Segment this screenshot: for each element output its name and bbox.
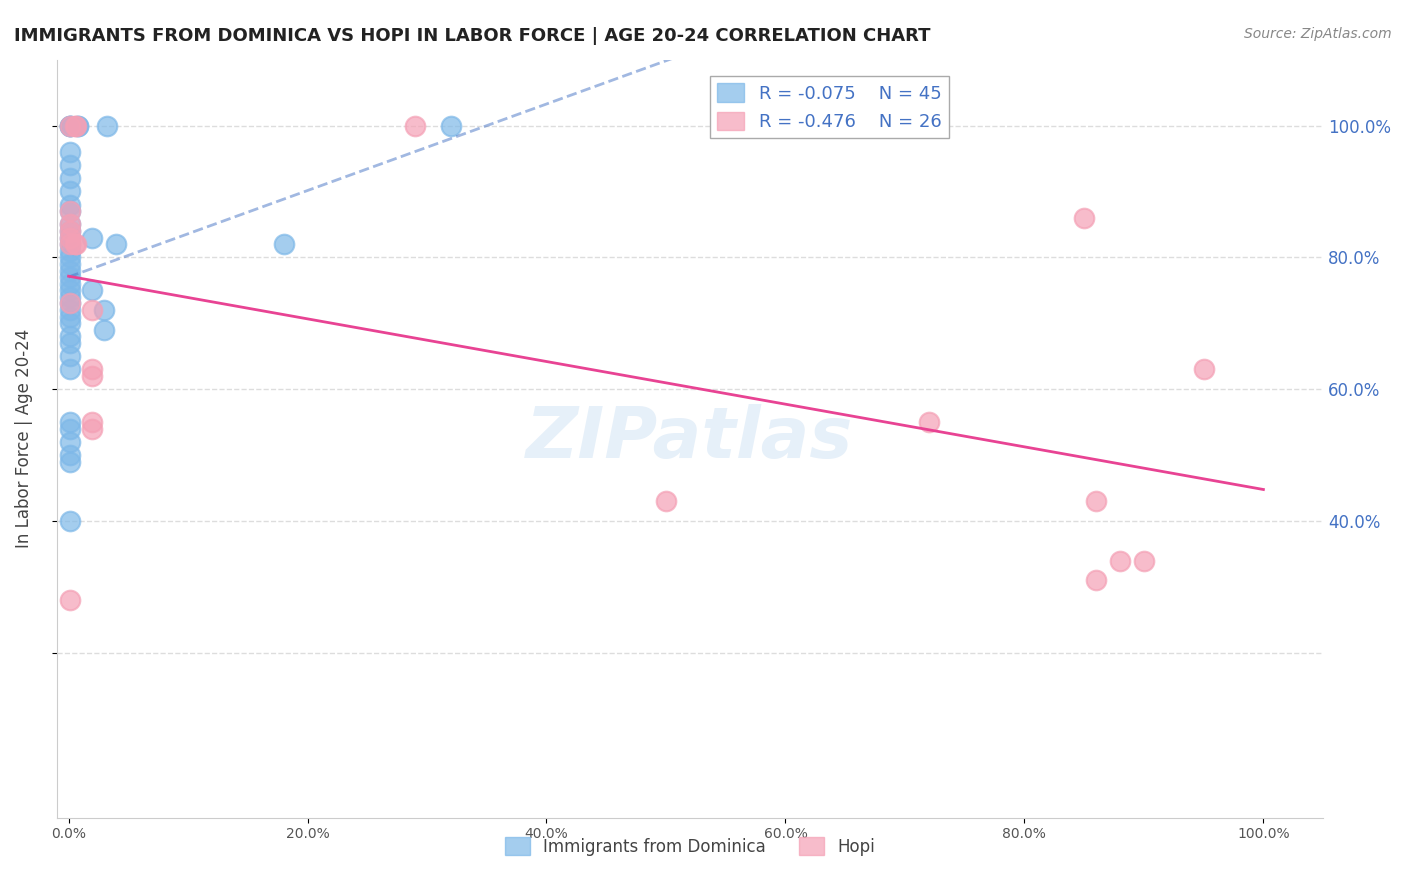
Point bbox=[59, 270, 82, 285]
Point bbox=[59, 119, 82, 133]
Point bbox=[59, 448, 82, 462]
Text: IMMIGRANTS FROM DOMINICA VS HOPI IN LABOR FORCE | AGE 20-24 CORRELATION CHART: IMMIGRANTS FROM DOMINICA VS HOPI IN LABO… bbox=[14, 27, 931, 45]
Point bbox=[59, 119, 82, 133]
Point bbox=[82, 369, 104, 384]
Point bbox=[82, 415, 104, 429]
Point bbox=[96, 119, 118, 133]
Point bbox=[59, 296, 82, 310]
Legend: R = -0.075    N = 45, R = -0.476    N = 26: R = -0.075 N = 45, R = -0.476 N = 26 bbox=[710, 76, 949, 138]
Point bbox=[440, 119, 463, 133]
Point bbox=[59, 316, 82, 330]
Text: ZIPatlas: ZIPatlas bbox=[526, 404, 853, 473]
Point bbox=[59, 204, 82, 219]
Point bbox=[59, 455, 82, 469]
Point bbox=[59, 514, 82, 528]
Point bbox=[63, 119, 86, 133]
Y-axis label: In Labor Force | Age 20-24: In Labor Force | Age 20-24 bbox=[15, 329, 32, 549]
Point bbox=[1085, 574, 1108, 588]
Point bbox=[59, 218, 82, 232]
Point bbox=[59, 283, 82, 297]
Point bbox=[59, 434, 82, 449]
Point bbox=[105, 237, 128, 252]
Point bbox=[82, 283, 104, 297]
Point bbox=[59, 119, 82, 133]
Point bbox=[273, 237, 295, 252]
Point bbox=[404, 119, 426, 133]
Point bbox=[65, 119, 87, 133]
Point bbox=[59, 310, 82, 324]
Point bbox=[67, 119, 90, 133]
Point bbox=[59, 349, 82, 363]
Point bbox=[67, 119, 90, 133]
Point bbox=[1133, 553, 1156, 567]
Point bbox=[59, 185, 82, 199]
Point bbox=[655, 494, 678, 508]
Point bbox=[59, 290, 82, 304]
Point bbox=[1085, 494, 1108, 508]
Point bbox=[59, 257, 82, 271]
Point bbox=[63, 237, 86, 252]
Point bbox=[59, 277, 82, 291]
Point bbox=[59, 230, 82, 244]
Point bbox=[59, 244, 82, 258]
Point bbox=[59, 250, 82, 264]
Point bbox=[59, 296, 82, 310]
Point bbox=[59, 224, 82, 238]
Point bbox=[65, 237, 87, 252]
Point bbox=[59, 329, 82, 343]
Point bbox=[59, 237, 82, 252]
Point bbox=[59, 263, 82, 277]
Point bbox=[82, 362, 104, 376]
Point bbox=[59, 362, 82, 376]
Point bbox=[59, 593, 82, 607]
Point bbox=[59, 197, 82, 211]
Point bbox=[59, 224, 82, 238]
Point bbox=[59, 230, 82, 244]
Point bbox=[59, 218, 82, 232]
Point bbox=[59, 303, 82, 318]
Point bbox=[82, 303, 104, 318]
Point bbox=[1192, 362, 1215, 376]
Point bbox=[82, 422, 104, 436]
Point bbox=[1109, 553, 1132, 567]
Point bbox=[918, 415, 941, 429]
Point bbox=[1073, 211, 1095, 225]
Point bbox=[93, 303, 115, 318]
Point bbox=[59, 158, 82, 172]
Point bbox=[59, 119, 82, 133]
Point bbox=[59, 237, 82, 252]
Point bbox=[59, 422, 82, 436]
Point bbox=[59, 204, 82, 219]
Point bbox=[59, 171, 82, 186]
Point bbox=[59, 415, 82, 429]
Point bbox=[59, 336, 82, 351]
Point bbox=[82, 230, 104, 244]
Point bbox=[59, 145, 82, 159]
Text: Source: ZipAtlas.com: Source: ZipAtlas.com bbox=[1244, 27, 1392, 41]
Point bbox=[93, 323, 115, 337]
